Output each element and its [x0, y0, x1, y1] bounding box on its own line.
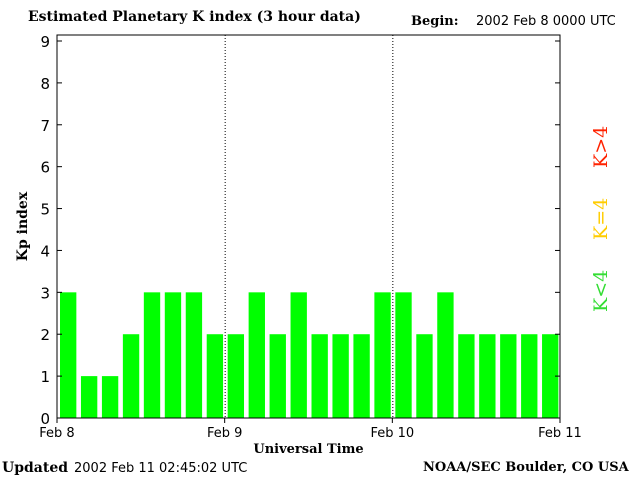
- bar: [122, 334, 140, 418]
- bar: [374, 292, 391, 418]
- y-tick-label: 4: [40, 242, 50, 260]
- bar: [143, 292, 161, 418]
- credit-text: NOAA/SEC Boulder, CO USA: [423, 460, 629, 475]
- bar: [353, 334, 370, 418]
- bar: [60, 292, 77, 418]
- bar: [416, 334, 433, 418]
- bar: [290, 292, 307, 418]
- bar: [437, 292, 454, 418]
- begin-label: Begin:: [411, 14, 459, 29]
- bar: [101, 376, 119, 418]
- bar: [164, 292, 182, 418]
- y-tick-label: 9: [40, 33, 50, 51]
- y-tick-label: 1: [40, 368, 50, 386]
- y-axis-label: Kp index: [15, 191, 31, 261]
- legend-item-k-below-4: K<4: [590, 269, 612, 312]
- y-tick-label: 3: [40, 284, 50, 302]
- y-tick-label: 5: [40, 201, 50, 219]
- legend-item-k-equal-4: K=4: [590, 197, 612, 240]
- updated-label: Updated: [2, 460, 69, 476]
- bar: [479, 334, 496, 418]
- x-tick-label: Feb 9: [207, 426, 242, 441]
- x-tick-label: Feb 8: [39, 426, 74, 441]
- bar: [227, 334, 245, 418]
- bar: [395, 292, 412, 418]
- y-tick-label: 2: [40, 326, 50, 344]
- bar: [206, 334, 224, 418]
- updated-value: 2002 Feb 11 02:45:02 UTC: [74, 461, 248, 476]
- bar: [311, 334, 328, 418]
- bar: [542, 334, 559, 418]
- bar: [269, 334, 286, 418]
- bar: [500, 334, 517, 418]
- chart-title: Estimated Planetary K index (3 hour data…: [28, 9, 361, 25]
- x-tick-label: Feb 11: [538, 426, 582, 441]
- x-axis-label: Universal Time: [253, 442, 363, 457]
- bar: [185, 292, 203, 418]
- y-tick-label: 6: [40, 159, 50, 177]
- y-tick-label: 0: [40, 410, 50, 428]
- bar: [521, 334, 538, 418]
- bar: [458, 334, 475, 418]
- y-tick-label: 8: [40, 75, 50, 93]
- plot-frame: [56, 34, 561, 419]
- y-tick-label: 7: [40, 117, 50, 135]
- bar: [80, 376, 98, 418]
- x-tick-label: Feb 10: [370, 426, 414, 441]
- bar: [332, 334, 349, 418]
- legend-item-k-above-4: K>4: [590, 125, 612, 168]
- bar: [248, 292, 265, 418]
- begin-value: 2002 Feb 8 0000 UTC: [476, 14, 616, 29]
